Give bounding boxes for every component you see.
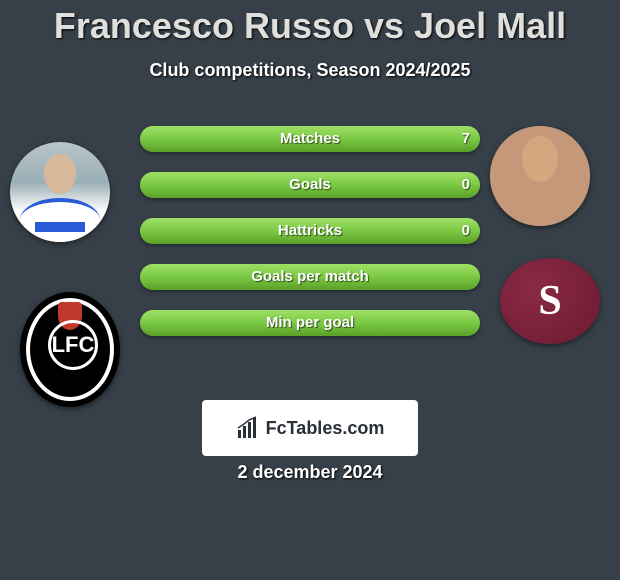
face-icon — [44, 154, 76, 194]
player-left-avatar — [10, 142, 110, 242]
stat-value-right: 0 — [462, 172, 470, 198]
page-subtitle: Club competitions, Season 2024/2025 — [0, 60, 620, 81]
stat-label: Hattricks — [140, 218, 480, 244]
stat-value-right: 7 — [462, 126, 470, 152]
club-right-letter: S — [538, 277, 561, 325]
comparison-card: Francesco Russo vs Joel Mall Club compet… — [0, 0, 620, 580]
stat-label: Matches — [140, 126, 480, 152]
stats-bars: Matches 7 Goals 0 Hattricks 0 Goals per … — [140, 126, 480, 356]
jersey-icon — [20, 198, 100, 242]
watermark-text: FcTables.com — [266, 418, 385, 439]
page-title: Francesco Russo vs Joel Mall — [0, 5, 620, 47]
stat-label: Goals per match — [140, 264, 480, 290]
stat-row-hattricks: Hattricks 0 — [140, 218, 480, 244]
face-icon — [522, 136, 558, 182]
player-right-avatar — [490, 126, 590, 226]
club-right-badge: S — [500, 258, 600, 344]
stat-row-mpg: Min per goal — [140, 310, 480, 336]
stat-row-matches: Matches 7 — [140, 126, 480, 152]
stat-row-goals: Goals 0 — [140, 172, 480, 198]
chart-icon — [236, 416, 260, 440]
club-left-badge: LFC — [20, 292, 120, 407]
date: 2 december 2024 — [0, 462, 620, 483]
watermark[interactable]: FcTables.com — [202, 400, 418, 456]
stat-label: Goals — [140, 172, 480, 198]
stat-label: Min per goal — [140, 310, 480, 336]
club-left-letters: LFC — [48, 320, 98, 370]
stat-row-gpm: Goals per match — [140, 264, 480, 290]
stat-value-right: 0 — [462, 218, 470, 244]
